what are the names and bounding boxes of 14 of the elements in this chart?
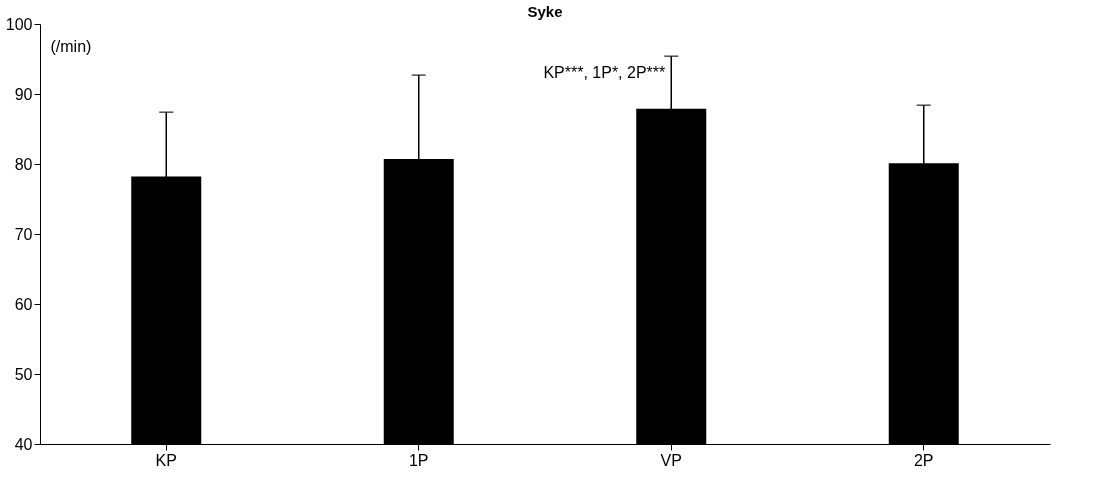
x-tick-label: KP <box>155 451 177 469</box>
y-tick-label: 60 <box>14 295 33 313</box>
y-tick-label: 80 <box>14 155 33 173</box>
y-axis-title: (/min) <box>50 37 92 55</box>
y-tick-label: 40 <box>14 435 33 453</box>
chart-title: Syke <box>527 3 563 20</box>
y-tick-label: 100 <box>5 15 33 33</box>
y-tick-label: 70 <box>14 225 33 243</box>
y-tick-label: 90 <box>14 85 33 103</box>
y-tick-label: 50 <box>14 365 33 383</box>
annotation: KP***, 1P*, 2P*** <box>543 64 666 81</box>
x-tick-label: VP <box>660 451 682 469</box>
x-tick-label: 2P <box>913 451 934 469</box>
x-tick-label: 1P <box>408 451 429 469</box>
